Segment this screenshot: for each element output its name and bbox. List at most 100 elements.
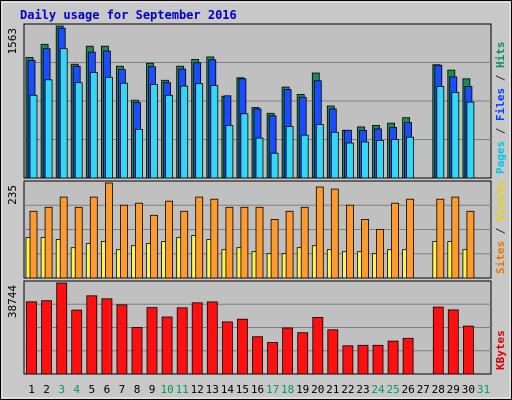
bar-hits-files-pages-pages-10 — [165, 94, 174, 179]
bar-kbytes-kbytes-29 — [447, 309, 459, 375]
bar-sites-visits-sites-23 — [361, 218, 369, 279]
bar-sites-visits-sites-6 — [105, 182, 113, 279]
bar-sites-visits-sites-30 — [466, 210, 475, 279]
y-series-label-sites-visits: Sites / Visits — [494, 181, 507, 274]
bar-sites-visits-sites-7 — [120, 204, 128, 279]
bar-sites-visits-sites-25 — [391, 202, 400, 279]
bar-kbytes-kbytes-8 — [131, 327, 143, 375]
legend-part-hits-files-pages-3: / — [494, 68, 507, 88]
x-tick-label-4: 4 — [73, 383, 80, 396]
bar-sites-visits-sites-4 — [74, 206, 83, 279]
bar-hits-files-pages-pages-30 — [466, 101, 475, 179]
bar-sites-visits-sites-11 — [180, 210, 189, 279]
y-max-label-sites-visits: 235 — [6, 185, 19, 205]
bar-sites-visits-sites-28 — [436, 198, 445, 279]
bar-kbytes-kbytes-14 — [221, 321, 233, 375]
x-tick-label-25: 25 — [386, 383, 399, 396]
x-tick-label-19: 19 — [296, 383, 309, 396]
bar-sites-visits-sites-12 — [195, 196, 204, 279]
bar-sites-visits-sites-24 — [376, 229, 384, 279]
bar-sites-visits-sites-29 — [451, 196, 460, 279]
bar-kbytes-kbytes-22 — [342, 345, 354, 375]
legend-part-hits-files-pages-0: Pages — [494, 141, 507, 174]
bar-sites-visits-sites-5 — [89, 196, 98, 279]
legend-part-sites-visits-0: Sites — [494, 241, 507, 274]
x-tick-label-22: 22 — [341, 383, 354, 396]
y-series-label-hits-files-pages: Pages / Files / Hits — [494, 42, 507, 175]
x-axis-labels: 1 2 3 4 5 6 7 8 9 10 11 12 13 14 15 16 17 18 19 20 21 22 23 24 2… — [28, 383, 490, 396]
bar-kbytes-kbytes-25 — [387, 340, 399, 375]
bar-hits-files-pages-pages-14 — [225, 125, 234, 179]
bar-hits-files-pages-pages-13 — [210, 85, 219, 179]
bar-kbytes-kbytes-7 — [116, 304, 128, 375]
bar-hits-files-pages-pages-17 — [270, 152, 279, 179]
chart-title: Daily usage for September 2016 — [20, 8, 237, 22]
bar-kbytes-kbytes-26 — [402, 337, 414, 375]
y-series-label-kbytes: KBytes — [494, 330, 507, 370]
bar-sites-visits-sites-3 — [59, 196, 68, 279]
x-tick-label-18: 18 — [281, 383, 294, 396]
bar-hits-files-pages-pages-12 — [195, 83, 204, 179]
x-tick-label-12: 12 — [191, 383, 204, 396]
bar-kbytes-kbytes-2 — [41, 300, 52, 375]
x-tick-label-21: 21 — [326, 383, 339, 396]
bar-sites-visits-sites-2 — [44, 206, 53, 279]
x-tick-label-10: 10 — [160, 383, 173, 396]
x-tick-label-17: 17 — [266, 383, 279, 396]
x-tick-label-29: 29 — [447, 383, 460, 396]
bar-hits-files-pages-pages-26 — [406, 136, 415, 179]
legend-part-hits-files-pages-1: / — [494, 121, 507, 141]
bar-kbytes-kbytes-15 — [236, 318, 248, 375]
y-max-label-kbytes: 38744 — [6, 285, 19, 318]
bar-kbytes-kbytes-5 — [86, 295, 98, 375]
bar-hits-files-pages-pages-19 — [300, 134, 309, 179]
x-tick-label-1: 1 — [28, 383, 35, 396]
x-tick-label-31: 31 — [477, 383, 490, 396]
bar-kbytes-kbytes-20 — [312, 316, 324, 375]
bar-hits-files-pages-pages-1 — [29, 94, 38, 179]
bar-hits-files-pages-pages-6 — [105, 76, 113, 179]
bar-hits-files-pages-pages-16 — [255, 137, 264, 179]
bar-kbytes-kbytes-19 — [297, 332, 309, 375]
bar-sites-visits-sites-22 — [345, 204, 354, 279]
panel-sites-visits: 235 Sites / Visits — [6, 180, 507, 279]
bar-kbytes-kbytes-10 — [161, 316, 173, 375]
bar-sites-visits-sites-21 — [330, 188, 339, 279]
bar-kbytes-kbytes-30 — [462, 325, 474, 375]
bar-hits-files-pages-pages-24 — [376, 140, 384, 179]
bar-kbytes-kbytes-1 — [26, 301, 37, 375]
bar-sites-visits-sites-15 — [240, 206, 249, 279]
x-tick-label-16: 16 — [251, 383, 264, 396]
bar-sites-visits-sites-17 — [270, 218, 279, 279]
bar-kbytes-kbytes-3 — [56, 282, 68, 375]
x-tick-label-14: 14 — [221, 383, 235, 396]
bar-sites-visits-sites-13 — [210, 198, 219, 279]
bar-hits-files-pages-pages-5 — [89, 72, 98, 179]
bar-hits-files-pages-pages-8 — [135, 128, 143, 179]
bar-kbytes-kbytes-16 — [252, 336, 263, 375]
bar-hits-files-pages-pages-4 — [74, 82, 83, 179]
bar-kbytes-kbytes-13 — [206, 301, 218, 375]
x-tick-label-30: 30 — [462, 383, 475, 396]
bar-hits-files-pages-pages-22 — [345, 142, 354, 179]
x-tick-label-8: 8 — [134, 383, 141, 396]
bar-kbytes-kbytes-6 — [101, 298, 113, 375]
bar-kbytes-kbytes-28 — [432, 306, 444, 375]
x-tick-label-15: 15 — [236, 383, 249, 396]
legend-part-sites-visits-2: Visits — [494, 181, 507, 221]
x-tick-label-11: 11 — [176, 383, 189, 396]
bar-hits-files-pages-pages-3 — [59, 48, 68, 179]
bar-hits-files-pages-pages-28 — [436, 86, 445, 179]
bar-hits-files-pages-pages-2 — [44, 79, 53, 179]
bar-kbytes-kbytes-9 — [146, 307, 158, 375]
bar-sites-visits-sites-1 — [29, 210, 38, 279]
x-tick-label-3: 3 — [58, 383, 65, 396]
bar-sites-visits-sites-26 — [406, 198, 415, 279]
x-tick-label-6: 6 — [104, 383, 111, 396]
bar-sites-visits-sites-14 — [225, 206, 234, 279]
x-tick-label-28: 28 — [432, 383, 445, 396]
x-tick-label-13: 13 — [206, 383, 219, 396]
